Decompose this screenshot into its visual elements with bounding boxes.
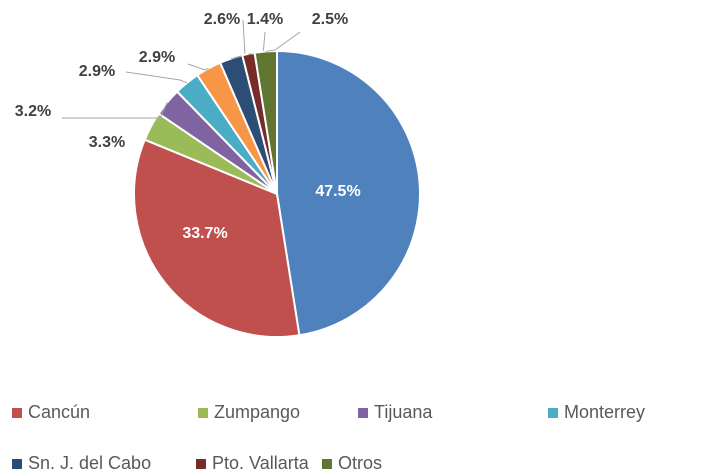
legend-label: Pto. Vallarta xyxy=(212,453,310,473)
pie-slice xyxy=(276,49,421,337)
legend-swatch xyxy=(548,408,558,418)
legend-swatch xyxy=(12,408,22,418)
data-label: 3.3% xyxy=(89,134,125,151)
legend-label: Tijuana xyxy=(374,402,433,422)
leader-line xyxy=(125,71,188,84)
legend-label: Zumpango xyxy=(214,402,300,422)
data-label: 3.2% xyxy=(15,103,51,120)
legend-swatch xyxy=(12,459,22,469)
data-label: 2.5% xyxy=(312,11,348,28)
data-label: 33.7% xyxy=(182,225,227,242)
legend-swatch xyxy=(198,408,208,418)
legend-swatch xyxy=(322,459,332,469)
legend-label: Sn. J. del Cabo xyxy=(28,453,151,473)
data-label: 2.6% xyxy=(204,11,240,28)
leader-line xyxy=(187,63,209,71)
legend-label: Cancún xyxy=(28,402,90,422)
legend-swatch xyxy=(196,459,206,469)
legend-label: Monterrey xyxy=(564,402,645,422)
data-label: 47.5% xyxy=(315,183,360,200)
data-label: 2.9% xyxy=(139,49,175,66)
legend-swatch xyxy=(358,408,368,418)
legend-label: Otros xyxy=(338,453,382,473)
pie-slice xyxy=(133,138,301,338)
leader-line xyxy=(62,101,168,119)
data-label: 1.4% xyxy=(247,11,283,28)
data-label: 2.9% xyxy=(79,63,115,80)
leader-line xyxy=(265,31,301,52)
